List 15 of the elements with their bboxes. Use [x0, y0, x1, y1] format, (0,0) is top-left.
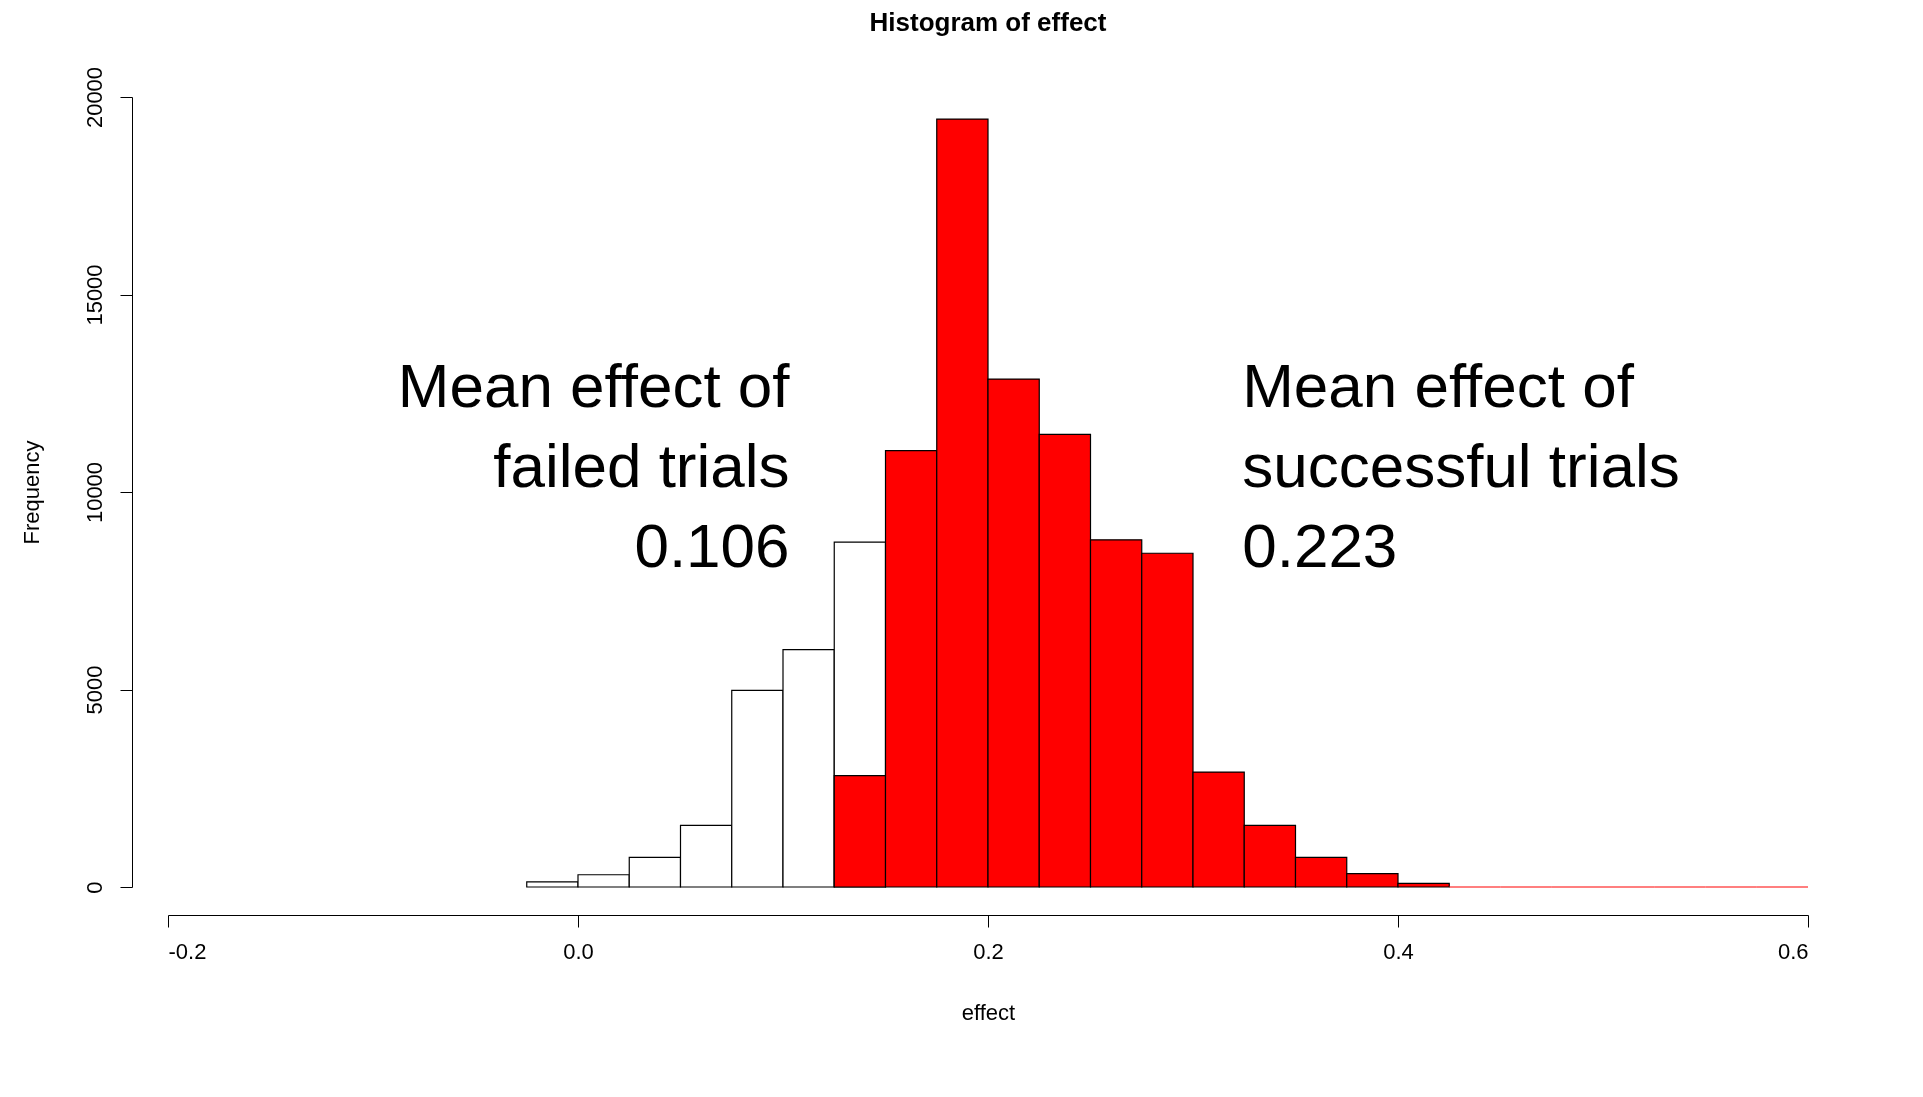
- annotation: Mean effect of successful trials 0.223: [1242, 350, 1680, 580]
- y-tick-label: 0: [81, 881, 107, 894]
- x-tick-label: 0.0: [563, 938, 594, 964]
- annotation: Mean effect of failed trials 0.106: [397, 350, 791, 580]
- chart-title: Histogram of effect: [869, 7, 1107, 38]
- x-axis-title: effect: [961, 999, 1016, 1025]
- y-tick-label: 15000: [81, 264, 107, 326]
- y-tick-label: 20000: [81, 66, 107, 129]
- x-tick-label: 0.2: [973, 938, 1004, 964]
- y-tick-label: 10000: [81, 461, 107, 524]
- y-tick-label: 5000: [81, 665, 107, 715]
- x-tick-label: 0.4: [1383, 938, 1414, 964]
- y-axis-title: Frequency: [18, 440, 44, 545]
- x-tick-label: 0.6: [1777, 938, 1809, 964]
- x-tick-label: -0.2: [168, 938, 207, 964]
